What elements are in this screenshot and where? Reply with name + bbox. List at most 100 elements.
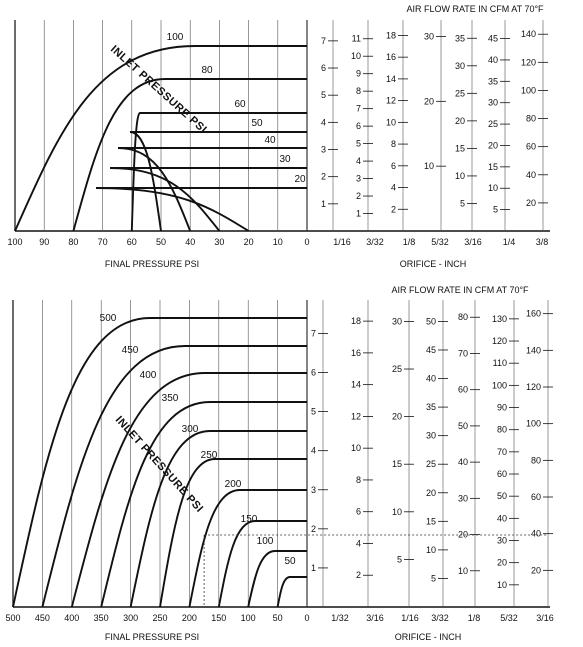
bottom-curve-450 bbox=[41, 345, 307, 608]
bottom-curve-label-300: 300 bbox=[182, 424, 199, 435]
bottom-scale-tick-label: 6 bbox=[356, 507, 361, 517]
top-x-tick-label: 100 bbox=[7, 237, 22, 247]
bottom-scale-tick-label: 20 bbox=[392, 412, 402, 422]
bottom-scale-tick-label: 2 bbox=[311, 524, 316, 534]
top-orifice-axis-label: ORIFICE - INCH bbox=[400, 259, 467, 269]
top-scale-tick-label: 10 bbox=[386, 117, 396, 127]
bottom-scale-tick-label: 10 bbox=[458, 566, 468, 576]
bottom-x-tick-label: 300 bbox=[123, 613, 138, 623]
bottom-scale-tick-label: 5 bbox=[397, 554, 402, 564]
bottom-scale-tick-label: 60 bbox=[458, 385, 468, 395]
bottom-x-tick-label: 50 bbox=[273, 613, 283, 623]
bottom-scale-tick-label: 10 bbox=[497, 580, 507, 590]
top-scale-tick-label: 1 bbox=[356, 209, 361, 219]
bottom-curve-400 bbox=[70, 372, 307, 608]
bottom-curve-50 bbox=[276, 576, 307, 608]
top-scale-tick-label: 25 bbox=[455, 88, 465, 98]
top-scale-tick-label: 15 bbox=[488, 162, 498, 172]
top-x-tick-label: 50 bbox=[156, 237, 166, 247]
top-curve-label-100: 100 bbox=[167, 32, 184, 43]
bottom-scale-tick-label: 60 bbox=[531, 492, 541, 502]
top-scale-tick-label: 40 bbox=[488, 55, 498, 65]
top-orifice-label: 3/8 bbox=[536, 237, 549, 247]
bottom-scale-tick-label: 120 bbox=[492, 336, 507, 346]
bottom-scale-tick-label: 60 bbox=[497, 469, 507, 479]
top-scale-tick-label: 45 bbox=[488, 34, 498, 44]
top-scale-tick-label: 3 bbox=[356, 174, 361, 184]
bottom-scale-tick-label: 8 bbox=[356, 475, 361, 485]
bottom-orifice-label: 5/32 bbox=[500, 613, 518, 623]
top-scale-tick-label: 6 bbox=[391, 161, 396, 171]
bottom-orifice-label: 1/16 bbox=[401, 613, 419, 623]
top-curve-100 bbox=[14, 45, 307, 232]
top-x-tick-label: 30 bbox=[214, 237, 224, 247]
bottom-x-tick-label: 200 bbox=[182, 613, 197, 623]
top-orifice-label: 3/16 bbox=[464, 237, 482, 247]
bottom-orifice-label: 3/16 bbox=[366, 613, 384, 623]
bottom-scale-tick-label: 45 bbox=[426, 345, 436, 355]
bottom-curve-100 bbox=[247, 550, 307, 608]
top-scale-tick-label: 5 bbox=[460, 198, 465, 208]
bottom-scale-tick-label: 4 bbox=[356, 538, 361, 548]
bottom-curve-label-450: 450 bbox=[122, 345, 139, 356]
bottom-scale-tick-label: 70 bbox=[497, 447, 507, 457]
bottom-scale-tick-label: 10 bbox=[351, 443, 361, 453]
bottom-x-axis-label: FINAL PRESSURE PSI bbox=[105, 632, 199, 642]
bottom-scale-tick-label: 18 bbox=[351, 316, 361, 326]
top-scale-tick-label: 6 bbox=[321, 63, 326, 73]
top-curve-label-60: 60 bbox=[234, 99, 246, 110]
bottom-nomograph: AIR FLOW RATE IN CFM AT 70°F FINAL PRESS… bbox=[5, 285, 553, 642]
bottom-scale-tick-label: 80 bbox=[458, 312, 468, 322]
top-scale-tick-label: 5 bbox=[356, 139, 361, 149]
bottom-scale-tick-label: 30 bbox=[497, 536, 507, 546]
bottom-scale-tick-label: 100 bbox=[526, 419, 541, 429]
bottom-scale-tick-label: 120 bbox=[526, 382, 541, 392]
top-scale-tick-label: 120 bbox=[521, 57, 536, 67]
top-scale-tick-label: 100 bbox=[521, 85, 536, 95]
top-scale-tick-label: 10 bbox=[488, 183, 498, 193]
top-curve-60 bbox=[130, 112, 307, 232]
top-curve-label-40: 40 bbox=[264, 135, 276, 146]
top-orifice-label: 5/32 bbox=[431, 237, 449, 247]
bottom-x-tick-label: 400 bbox=[64, 613, 79, 623]
bottom-scale-tick-label: 16 bbox=[351, 348, 361, 358]
bottom-scale-tick-label: 2 bbox=[356, 570, 361, 580]
top-orifice-label: 1/4 bbox=[503, 237, 516, 247]
bottom-scale-tick-label: 130 bbox=[492, 314, 507, 324]
bottom-x-tick-label: 0 bbox=[304, 613, 309, 623]
top-scale-tick-label: 1 bbox=[321, 199, 326, 209]
bottom-curve-label-250: 250 bbox=[201, 450, 218, 461]
top-scale-tick-label: 5 bbox=[493, 205, 498, 215]
bottom-curve-label-100: 100 bbox=[257, 536, 274, 547]
top-scale-tick-label: 10 bbox=[424, 161, 434, 171]
top-x-tick-label: 60 bbox=[127, 237, 137, 247]
bottom-orifice-label: 3/32 bbox=[431, 613, 449, 623]
top-scale-tick-label: 20 bbox=[424, 96, 434, 106]
top-title: AIR FLOW RATE IN CFM AT 70°F bbox=[406, 4, 544, 14]
top-curve-label-20: 20 bbox=[294, 174, 306, 185]
bottom-curve-label-150: 150 bbox=[241, 514, 258, 525]
bottom-scale-tick-label: 110 bbox=[493, 358, 507, 368]
top-scale-tick-label: 30 bbox=[455, 61, 465, 71]
top-scale-tick-label: 10 bbox=[455, 171, 465, 181]
bottom-x-tick-label: 100 bbox=[241, 613, 256, 623]
bottom-scale-tick-label: 40 bbox=[426, 374, 436, 384]
bottom-curve-350 bbox=[100, 401, 307, 608]
bottom-scale-tick-label: 35 bbox=[426, 402, 436, 412]
bottom-orifice-label: 1/8 bbox=[468, 613, 481, 623]
top-scale-tick-label: 20 bbox=[526, 198, 536, 208]
bottom-scale-tick-label: 30 bbox=[426, 431, 436, 441]
top-curve-label-30: 30 bbox=[279, 154, 291, 165]
top-scale-tick-label: 40 bbox=[526, 170, 536, 180]
top-scale-tick-label: 140 bbox=[521, 29, 536, 39]
bottom-scale-tick-label: 40 bbox=[458, 457, 468, 467]
top-scale-tick-label: 9 bbox=[356, 69, 361, 79]
bottom-scale-tick-label: 3 bbox=[311, 485, 316, 495]
bottom-curve-label-50: 50 bbox=[284, 556, 296, 567]
bottom-scale-tick-label: 14 bbox=[351, 380, 361, 390]
top-scale-tick-label: 7 bbox=[321, 36, 326, 46]
bottom-scale-tick-label: 12 bbox=[351, 411, 361, 421]
top-scale-tick-label: 5 bbox=[321, 90, 326, 100]
bottom-x-tick-label: 500 bbox=[5, 613, 20, 623]
